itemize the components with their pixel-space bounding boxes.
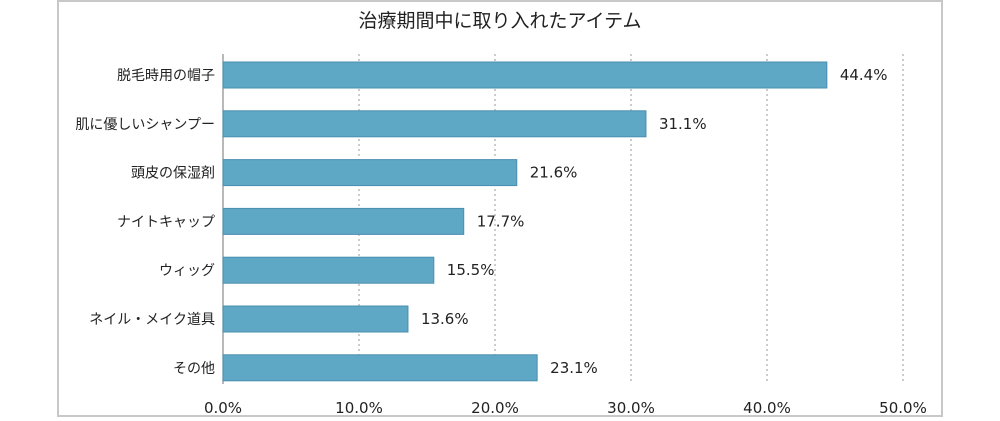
bar: [222, 61, 828, 89]
bar: [222, 159, 518, 187]
category-label: ウィッグ: [159, 263, 215, 279]
value-label: 13.6%: [421, 310, 469, 328]
category-label: ネイル・メイク道具: [89, 312, 215, 328]
x-tick-label: 30.0%: [607, 399, 655, 417]
x-tick-label: 10.0%: [335, 399, 383, 417]
x-tick-labels: 0.0% 10.0% 20.0% 30.0% 40.0% 50.0%: [204, 399, 927, 417]
x-tick-label: 40.0%: [743, 399, 791, 417]
bar: [222, 305, 409, 333]
value-label: 31.1%: [659, 115, 707, 133]
x-tick-label: 50.0%: [879, 399, 927, 417]
bar: [222, 256, 435, 284]
value-labels: 44.4% 31.1% 21.6% 17.7% 15.5% 13.6% 23.1%: [421, 66, 888, 377]
bar: [222, 354, 538, 382]
value-label: 44.4%: [840, 66, 888, 84]
value-label: 21.6%: [530, 164, 578, 182]
category-label: 脱毛時用の帽子: [117, 68, 215, 84]
bar: [222, 207, 465, 235]
x-tick-label: 20.0%: [471, 399, 519, 417]
category-label: 肌に優しいシャンプー: [75, 117, 215, 133]
x-tick-label: 0.0%: [204, 399, 242, 417]
value-label: 15.5%: [447, 261, 495, 279]
value-label: 17.7%: [477, 212, 525, 230]
category-label: ナイトキャップ: [117, 214, 215, 230]
chart-title: 治療期間中に取り入れたアイテム: [358, 10, 641, 32]
category-label: 頭皮の保湿剤: [131, 166, 215, 182]
bar: [222, 110, 647, 138]
category-label: その他: [173, 361, 215, 377]
category-labels: 脱毛時用の帽子肌に優しいシャンプー頭皮の保湿剤ナイトキャップウィッグネイル・メイ…: [75, 68, 215, 377]
bars: [222, 61, 828, 382]
value-label: 23.1%: [550, 359, 598, 377]
